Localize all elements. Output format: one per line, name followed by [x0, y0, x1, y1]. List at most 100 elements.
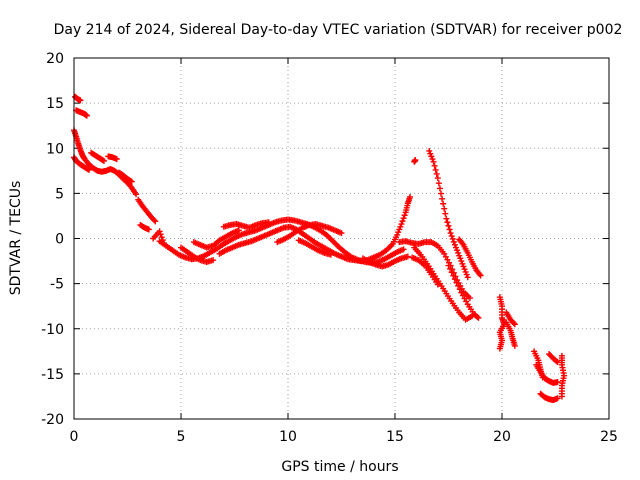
data-point-marker: [447, 265, 454, 272]
data-point-marker: [440, 200, 447, 207]
data-point-marker: [435, 180, 442, 187]
data-point-marker: [459, 260, 466, 267]
y-tick-label: -5: [50, 277, 64, 293]
x-tick-labels: 0 5 10 15 20 25: [70, 429, 618, 445]
y-tick-label: 20: [46, 51, 64, 67]
series-sat-q: [295, 237, 334, 258]
data-point-marker: [406, 193, 413, 200]
y-tick-label: 0: [55, 232, 64, 248]
data-point-marker: [400, 215, 407, 222]
y-tick-label: 15: [46, 96, 64, 112]
series-sat-g: [115, 169, 135, 185]
chart-title: Day 214 of 2024, Sidereal Day-to-day VTE…: [54, 22, 623, 38]
data-point-marker: [554, 395, 561, 402]
data-point-marker: [433, 170, 440, 177]
data-point-marker: [432, 166, 439, 173]
data-point-marker: [457, 255, 464, 262]
series-sat-d: [71, 154, 92, 173]
x-tick-label: 15: [386, 429, 404, 445]
series-sat-ah: [558, 352, 568, 400]
data-point-marker: [511, 321, 518, 328]
data-point-marker: [456, 286, 463, 293]
data-point-marker: [434, 175, 441, 182]
data-point-marker: [477, 272, 484, 279]
data-point-marker: [466, 295, 473, 302]
data-point-marker: [445, 222, 452, 229]
plot-frame: [73, 57, 610, 420]
y-axis-label: SDTVAR / TECUs: [8, 181, 24, 296]
data-point-marker: [450, 272, 457, 279]
series-sat-f: [105, 153, 120, 163]
data-point-marker: [444, 219, 451, 226]
y-tick-labels: -20 -15 -10 -5 0 5 10 15 20: [41, 51, 64, 428]
data-point-marker: [429, 156, 436, 163]
series-sat-h: [135, 196, 159, 225]
data-point-marker: [496, 345, 503, 352]
series-sat-a: [72, 93, 84, 104]
series-sat-af: [546, 351, 561, 366]
data-point-marker: [558, 393, 565, 400]
x-tick-label: 25: [600, 429, 618, 445]
data-point-marker: [401, 212, 408, 219]
data-point-marker: [511, 342, 518, 349]
data-point-marker: [553, 358, 560, 365]
data-point-marker: [235, 227, 242, 234]
series-sat-c: [71, 127, 140, 198]
data-point-marker: [447, 230, 454, 237]
data-point-marker: [445, 262, 452, 269]
series-sat-aa: [496, 294, 508, 352]
data-point-marker: [338, 230, 345, 237]
y-tick-label: -20: [41, 412, 64, 428]
x-tick-label: 0: [70, 429, 79, 445]
series-sat-r: [338, 193, 413, 265]
data-point-marker: [430, 158, 437, 165]
data-point-marker: [396, 226, 403, 233]
data-point-marker: [439, 195, 446, 202]
data-point-marker: [77, 97, 84, 104]
data-point-marker: [451, 276, 458, 283]
data-point-marker: [426, 147, 433, 154]
x-tick-label: 10: [279, 429, 297, 445]
data-point-marker: [404, 253, 411, 260]
series-sat-ag: [537, 390, 561, 404]
series-sat-p: [274, 221, 345, 246]
series-sat-z: [456, 236, 484, 279]
data-point-marker: [452, 244, 459, 251]
data-point-marker: [510, 320, 517, 327]
series-sat-w: [426, 147, 471, 281]
series-sat-s: [359, 253, 411, 270]
data-point-marker: [462, 268, 469, 275]
data-point-marker: [451, 241, 458, 248]
data-point-marker: [464, 274, 471, 281]
data-point-marker: [133, 191, 140, 198]
series-sat-l: [178, 244, 217, 265]
data-point-marker: [461, 266, 468, 273]
x-tick-label: 5: [177, 429, 186, 445]
data-point-marker: [463, 271, 470, 278]
data-point-marker: [474, 314, 481, 321]
series-sat-t: [411, 156, 419, 165]
data-point-marker: [460, 263, 467, 270]
data-point-marker: [438, 190, 445, 197]
data-point-marker: [399, 218, 406, 225]
data-point-marker: [113, 156, 120, 163]
series-sat-e: [88, 149, 107, 164]
data-point-marker: [428, 153, 435, 160]
data-point-marker: [152, 218, 159, 225]
data-point-marker: [327, 251, 334, 258]
data-point-marker: [83, 112, 90, 119]
data-point-marker: [100, 157, 107, 164]
data-point-marker: [427, 150, 434, 157]
series-sat-j: [150, 228, 167, 247]
y-tick-label: 5: [55, 186, 64, 202]
series-sat-o: [220, 219, 272, 231]
data-point-marker: [475, 314, 482, 321]
data-point-marker: [455, 282, 462, 289]
data-point-marker: [398, 221, 405, 228]
data-point-marker: [210, 257, 217, 264]
data-point-marker: [265, 219, 272, 226]
data-point-marker: [453, 279, 460, 286]
data-point-marker: [85, 166, 92, 173]
